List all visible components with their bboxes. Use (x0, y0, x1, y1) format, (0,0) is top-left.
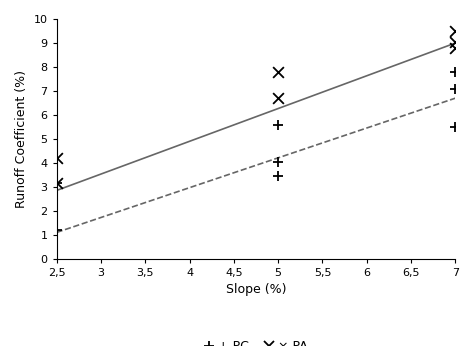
Point (452, 86, 459, 91)
Point (452, 124, 459, 130)
Point (452, 69, 459, 74)
X-axis label: Slope (%): Slope (%) (226, 283, 286, 297)
Point (53, 155, 60, 161)
Y-axis label: Runoff Coefficient (%): Runoff Coefficient (%) (15, 70, 28, 208)
Point (274, 95, 282, 101)
Point (274, 69, 282, 74)
Point (53, 181, 60, 186)
Point (53, 181, 60, 186)
Point (452, 39, 459, 45)
Point (274, 173, 282, 179)
Point (53, 227, 60, 233)
Point (274, 159, 282, 164)
Point (452, 28, 459, 34)
Point (274, 122, 282, 127)
Point (452, 45, 459, 51)
